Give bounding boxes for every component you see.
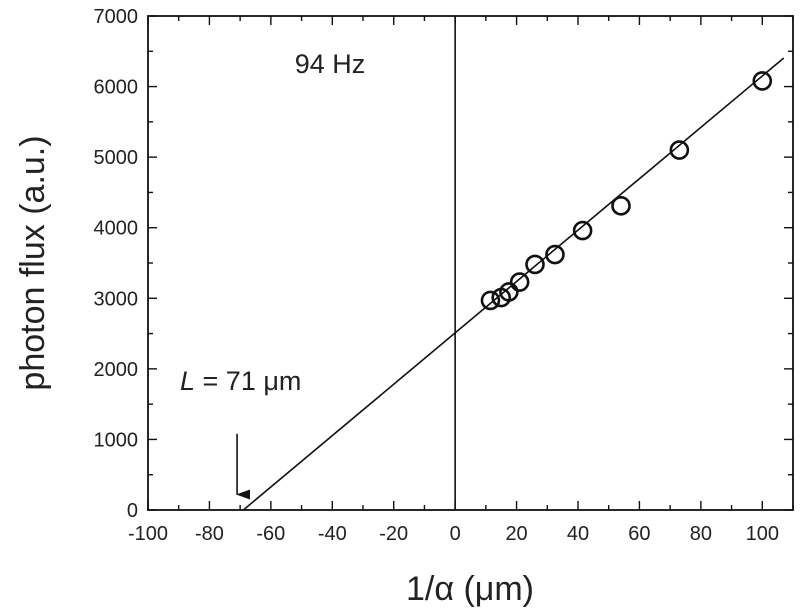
length-annotation-italic: L (180, 366, 195, 396)
x-tick-labels: -100 -80 -60 -40 -20 0 20 40 60 80 100 (128, 523, 779, 545)
x-tick-label: -40 (318, 523, 347, 545)
x-tick-label: 0 (450, 523, 461, 545)
plot-frame (147, 15, 794, 511)
x-axis-title: 1/α (μm) (406, 570, 534, 608)
x-tick-label: 40 (567, 523, 589, 545)
axis-ticks (147, 15, 794, 511)
frequency-annotation: 94 Hz (295, 49, 366, 79)
x-tick-label: 60 (628, 523, 650, 545)
x-tick-label: -20 (379, 523, 408, 545)
data-point (499, 282, 519, 302)
y-tick-label: 4000 (94, 218, 139, 240)
data-point (669, 140, 690, 160)
y-tick-label: 5000 (94, 147, 139, 169)
y-tick-label: 1000 (94, 429, 139, 451)
y-tick-label: 7000 (94, 6, 139, 28)
y-tick-label: 2000 (94, 359, 139, 381)
y-tick-labels: 0 1000 2000 3000 4000 5000 6000 7000 (94, 6, 139, 522)
data-point (572, 220, 593, 241)
y-tick-label: 3000 (94, 288, 139, 310)
x-tick-label: -60 (256, 523, 285, 545)
data-point (545, 244, 565, 265)
data-points (480, 71, 773, 311)
y-axis-title: photon flux (a.u.) (14, 135, 52, 390)
x-tick-label: -80 (195, 523, 224, 545)
x-tick-label: 20 (505, 523, 527, 545)
data-point (752, 71, 773, 91)
data-point (480, 290, 501, 311)
data-point (509, 272, 530, 292)
x-tick-label: 100 (746, 523, 779, 545)
data-point (611, 196, 631, 216)
data-point (525, 254, 545, 275)
length-annotation-rest: = 71 μm (195, 366, 301, 396)
x-tick-label: -100 (128, 523, 168, 545)
y-tick-label: 6000 (94, 77, 139, 99)
x-tick-label: 80 (690, 523, 712, 545)
y-tick-label: 0 (127, 500, 138, 522)
length-annotation: L = 71 μm (180, 366, 301, 396)
